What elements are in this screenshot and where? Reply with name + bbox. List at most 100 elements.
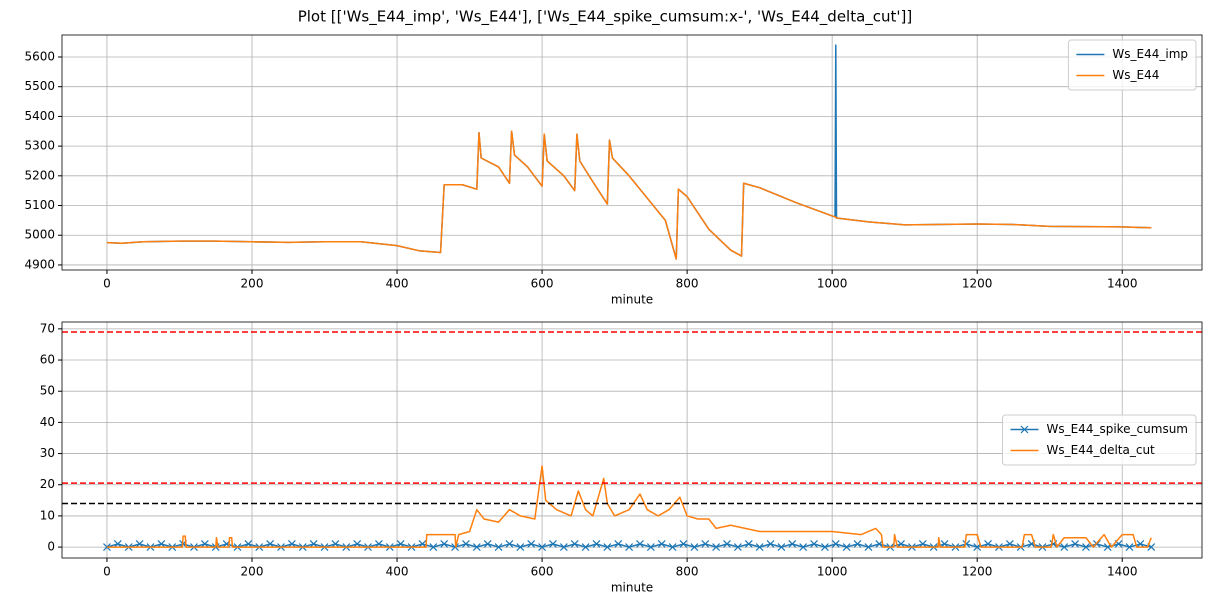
marker [723,540,731,548]
marker [744,540,753,548]
axes-frame [61,321,1203,559]
marker [309,540,318,548]
marker [287,540,296,548]
marker [668,543,677,552]
marker [429,543,438,552]
y-tick-label: 4900 [24,257,55,271]
marker [864,543,873,552]
y-tick-label: 5200 [24,168,55,182]
y-tick-label: 20 [40,477,55,491]
marker [799,543,808,552]
marker [157,540,166,548]
marker [1125,543,1134,552]
subplot: 0 200 400 600 800 1000 1200 1400 4900 5000 5100 520… [24,34,1203,307]
y-tick-label: 60 [40,353,55,367]
x-tick-label: 600 [531,565,554,579]
legend-label: Ws_E44_spike_cumsum [1046,422,1188,436]
plot-area [62,331,1202,552]
y-tick-label: 5000 [24,228,55,242]
legend-marker [1020,425,1029,434]
marker [200,540,209,548]
x-axis-label: minute [611,581,653,595]
legend: Ws_E44_spike_cumsum Ws_E44_delta_cut [1001,414,1197,466]
marker [625,543,634,552]
marker [701,540,710,548]
x-tick-label: 1000 [817,565,848,579]
legend-label: Ws_E44 [1112,68,1159,82]
legend-label: Ws_E44_imp [1112,47,1188,61]
marker [788,540,797,548]
x-tick-label: 800 [676,565,699,579]
marker [440,540,449,548]
marker [679,540,688,548]
y-tick-label: 5400 [24,109,55,123]
marker [646,543,655,552]
plot-area [106,44,1152,260]
y-tick-label: 0 [47,540,55,554]
marker [374,540,383,548]
marker [135,540,144,548]
marker [472,543,481,552]
marker [527,540,536,548]
marker [690,543,699,552]
y-tick-label: 10 [40,508,55,522]
x-tick-label: 200 [241,277,264,291]
marker [113,540,122,548]
y-tick-label: 30 [40,446,55,460]
marker [918,540,927,548]
marker [266,540,275,548]
series-line [106,130,1152,260]
axes-frame [61,34,1203,271]
marker [810,540,818,548]
marker [636,540,644,548]
marker [559,543,568,552]
marker [1060,543,1069,552]
y-tick-label: 5500 [24,79,55,93]
marker [820,543,829,552]
marker [842,543,851,552]
marker [831,540,840,548]
marker [940,540,949,548]
marker [733,543,742,552]
x-tick-label: 1200 [962,565,993,579]
marker [897,540,905,548]
marker [1071,540,1080,548]
x-tick-label: 800 [676,277,699,291]
marker [244,540,253,548]
x-tick-label: 400 [386,277,409,291]
marker [483,540,492,548]
marker [1005,540,1014,548]
x-tick-label: 400 [386,565,409,579]
marker [1082,543,1090,552]
x-tick-label: 0 [103,565,111,579]
marker [984,540,992,548]
y-tick-label: 5100 [24,198,55,212]
marker [657,540,666,548]
marker [516,543,525,552]
x-tick-label: 1400 [1107,565,1138,579]
subplot: 0 200 400 600 800 1000 1200 1400 0 10 20 30 40 50 60 70… [40,321,1203,595]
y-tick-label: 5300 [24,139,55,153]
marker [1136,540,1145,548]
marker [614,540,623,548]
marker [603,543,612,552]
legend-box [1001,414,1197,466]
y-tick-label: 50 [40,384,55,398]
marker [766,540,775,548]
marker [755,543,764,552]
marker [853,540,862,548]
x-tick-label: 1400 [1107,277,1138,291]
x-axis-label: minute [611,293,653,307]
marker [570,540,579,548]
marker [396,540,405,548]
marker [962,540,971,548]
y-tick-label: 5600 [24,49,55,63]
y-tick-label: 70 [40,321,55,335]
marker [418,540,427,548]
x-tick-label: 200 [241,565,264,579]
x-tick-label: 600 [531,277,554,291]
marker [505,540,514,548]
marker [549,540,557,548]
figure-title: Plot [['Ws_E44_imp', 'Ws_E44'], ['Ws_E44… [298,8,913,27]
